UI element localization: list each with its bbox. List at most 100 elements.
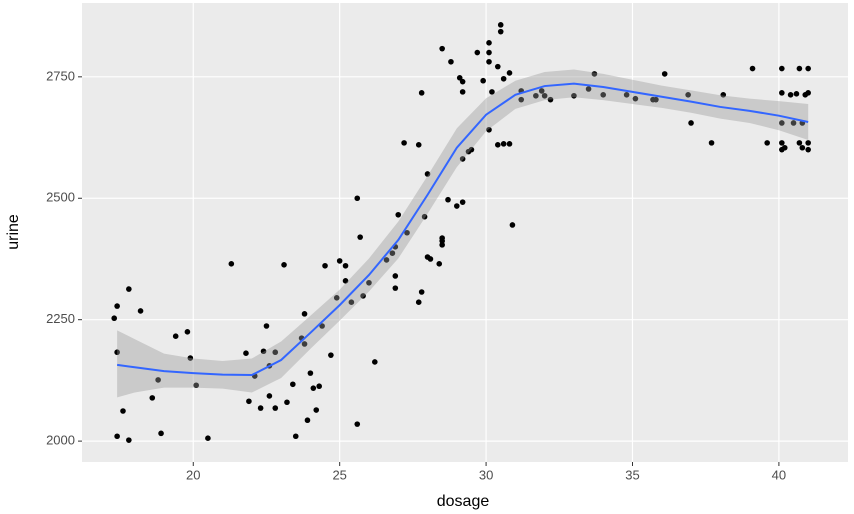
point [436,261,443,267]
point [439,242,445,248]
confidence-band [117,69,809,398]
point [348,299,355,306]
point [497,22,504,28]
point [149,395,156,401]
point [653,96,659,103]
point [158,430,164,437]
point [301,341,308,347]
point [336,258,343,264]
point [383,257,390,263]
point [322,262,328,269]
point [779,140,785,146]
point [787,92,794,98]
point [205,435,211,442]
point [571,92,577,99]
point [796,65,803,72]
point [281,262,287,268]
point [448,58,454,65]
point [354,421,361,427]
point [342,278,349,284]
point [319,323,325,329]
point [257,405,264,411]
point [395,211,402,218]
point [486,126,492,133]
point [360,293,366,299]
point [480,77,486,84]
point [779,90,785,96]
point [307,370,314,376]
point [328,352,334,358]
point [292,433,299,440]
point [301,311,308,317]
point [459,78,466,85]
point [509,222,516,228]
point [172,333,179,340]
point [415,299,422,306]
point [494,63,501,70]
point [193,382,199,389]
point [304,417,311,424]
point [310,385,317,391]
point [489,89,495,95]
y-tick-label: 2000 [46,433,75,448]
point [427,256,434,262]
point [486,58,492,65]
point [500,75,507,82]
point [500,141,507,147]
point [459,89,466,95]
point [456,75,463,81]
point [591,71,598,77]
point [415,142,422,148]
point [187,355,194,361]
point [137,308,144,314]
point [357,234,363,240]
point [290,381,296,388]
point [316,383,322,390]
point [424,171,431,177]
point [541,92,548,99]
point [805,146,811,153]
point [272,405,279,411]
point [547,96,554,103]
point [790,120,797,126]
point [184,329,191,335]
point [421,213,428,220]
point [342,262,349,269]
x-tick-label: 35 [625,467,639,482]
point [114,433,120,440]
point [111,315,118,322]
point [623,92,630,98]
point [266,393,273,399]
point [155,377,161,383]
point [497,28,504,35]
point [486,40,492,46]
point [389,250,396,256]
point [688,120,694,126]
point [333,295,340,301]
smooth-line [117,82,809,377]
point [126,286,132,292]
point [418,289,425,295]
point [779,65,785,72]
point [538,88,545,94]
x-tick-label: 30 [479,467,493,482]
point [781,144,788,151]
point [685,92,691,98]
point [439,45,445,52]
point [600,92,607,98]
x-tick-label: 40 [772,467,786,482]
point [126,437,132,443]
point [632,95,639,102]
point [805,65,811,72]
point [796,140,803,146]
point [779,120,785,126]
y-tick-label: 2500 [46,190,75,205]
point [313,407,320,413]
point [708,140,715,146]
point [454,203,460,209]
point [120,408,126,414]
point [585,86,592,92]
point [228,261,235,267]
point [243,350,249,357]
